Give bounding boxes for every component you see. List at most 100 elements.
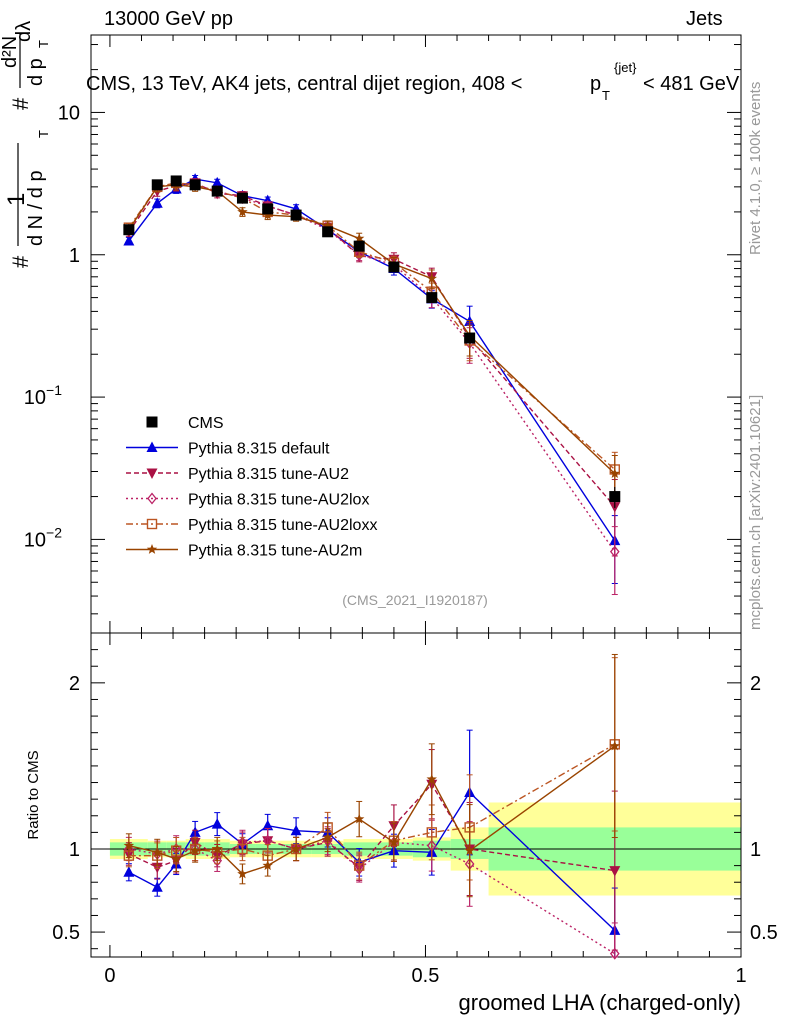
ratio-y-axis-label: Ratio to CMS [25, 750, 42, 839]
ratio-point-pythia-8-315-tune-au2 [609, 866, 621, 877]
legend-marker-pythia-8-315-tune-au2m [146, 544, 158, 554]
ratio-y-tick-label: 2 [69, 673, 80, 695]
data-point-pythia-8-315-tune-au2m [262, 209, 273, 220]
ratio-y-tick-label: 1 [69, 839, 80, 861]
ratio-point-pythia-8-315-default [151, 881, 163, 892]
data-point-cms [388, 261, 400, 273]
ratio-point-pythia-8-315-tune-au2m [123, 840, 135, 851]
ratio-point-pythia-8-315-tune-au2lox [212, 854, 223, 867]
data-point-cms [262, 203, 274, 215]
data-point-pythia-8-315-tune-au2lox [609, 545, 620, 558]
ratio-point-pythia-8-315-tune-au2loxx [354, 860, 365, 871]
data-point-pythia-8-315-tune-au2m [322, 220, 333, 231]
data-point-pythia-8-315-tune-au2m [609, 468, 620, 478]
x-tick-label: 0 [104, 965, 115, 987]
ratio-point-pythia-8-315-default [211, 818, 223, 829]
ratio-y-tick-label-right: 1 [750, 839, 761, 861]
ratio-point-pythia-8-315-tune-au2m [189, 845, 201, 856]
legend-marker-pythia-8-315-tune-au2loxx [146, 518, 158, 530]
ratio-line-pythia-8-315-tune-au2lox [128, 839, 616, 955]
ratio-frame [90, 632, 742, 958]
data-point-pythia-8-315-default [211, 176, 223, 188]
data-point-cms [290, 209, 302, 221]
y-label-d2n: d²N [0, 36, 21, 68]
data-point-cms [464, 332, 476, 344]
ratio-line-pythia-8-315-tune-au2 [128, 783, 615, 872]
rivet-version-label: Rivet 4.1.0, ≥ 100k events [747, 81, 764, 255]
ratio-y-tick-label-right: 2 [750, 673, 761, 695]
x-axis-label: groomed LHA (charged-only) [459, 990, 741, 1015]
y-tick-label: 1 [69, 245, 80, 267]
x-tick-label: 1 [735, 965, 746, 987]
y-tick-label: 10−2 [24, 524, 62, 551]
chart-title-p: p [590, 73, 601, 95]
legend-label-pythia-8-315-tune-au2m: Pythia 8.315 tune-AU2m [188, 543, 362, 560]
legend-marker-pythia-8-315-default [146, 441, 158, 452]
ratio-point-pythia-8-315-tune-au2loxx [426, 827, 437, 838]
y-label-hash: # [8, 255, 33, 268]
ratio-point-pythia-8-315-tune-au2lox [609, 947, 620, 960]
legend-label-pythia-8-315-tune-au2lox: Pythia 8.315 tune-AU2lox [188, 492, 369, 509]
ratio-point-pythia-8-315-default [123, 866, 135, 877]
ratio-point-pythia-8-315-tune-au2m [388, 836, 400, 847]
legend-marker-cms [146, 416, 158, 428]
legend-label-pythia-8-315-tune-au2loxx: Pythia 8.315 tune-AU2loxx [188, 517, 377, 534]
ratio-point-pythia-8-315-tune-au2m [171, 853, 182, 864]
data-point-cms [353, 240, 365, 252]
series-line-pythia-8-315-tune-au2 [128, 182, 616, 508]
y-label-dp: d p [25, 58, 47, 86]
analysis-watermark: (CMS_2021_I1920187) [342, 592, 488, 608]
chart-title-subscript: T [602, 88, 610, 103]
y-label-one: 1 [3, 193, 30, 206]
ratio-point-pythia-8-315-tune-au2m [354, 813, 365, 824]
y-tick-label: 10 [58, 102, 80, 124]
data-point-cms [123, 224, 135, 236]
ratio-point-pythia-8-315-tune-au2m [609, 740, 620, 751]
ratio-y-tick-label: 0.5 [52, 922, 80, 944]
data-point-cms [211, 185, 223, 197]
chart-title: CMS, 13 TeV, AK4 jets, central dijet reg… [86, 73, 522, 95]
ratio-point-pythia-8-315-tune-au2m [212, 843, 223, 854]
ratio-point-pythia-8-315-default [290, 824, 302, 836]
ratio-point-pythia-8-315-tune-au2loxx [237, 843, 248, 855]
ratio-point-pythia-8-315-tune-au2m [262, 860, 273, 871]
legend-marker-pythia-8-315-tune-au2lox [147, 492, 157, 505]
data-point-pythia-8-315-tune-au2m [237, 206, 248, 217]
y-label-dlambda: dλ [13, 21, 35, 42]
y-label-t: T [36, 130, 51, 138]
ratio-point-pythia-8-315-tune-au2m [290, 843, 302, 854]
data-point-pythia-8-315-default [151, 197, 163, 208]
chart-title-superscript: {jet} [614, 60, 637, 75]
x-tick-label: 0.5 [412, 965, 440, 987]
header-process: 13000 GeV pp [104, 8, 233, 30]
y-label-t-2: T [36, 40, 51, 48]
ratio-line-pythia-8-315-tune-au2loxx [128, 743, 616, 867]
series-line-pythia-8-315-default [128, 178, 616, 542]
series-line-pythia-8-315-tune-au2loxx [128, 182, 616, 471]
ratio-point-pythia-8-315-tune-au2m [152, 846, 163, 857]
ratio-point-pythia-8-315-tune-au2m [237, 868, 248, 879]
data-point-cms [189, 179, 201, 191]
legend-marker-pythia-8-315-tune-au2 [146, 468, 158, 479]
header-category: Jets [686, 8, 723, 30]
ratio-point-pythia-8-315-tune-au2m [464, 845, 475, 856]
data-point-cms [322, 226, 334, 238]
data-point-cms [236, 192, 248, 204]
ratio-y-tick-label-right: 0.5 [750, 922, 778, 944]
data-point-cms [609, 491, 621, 503]
y-label-dn-dpt: d N / d p [25, 170, 47, 246]
data-point-cms [170, 175, 182, 187]
legend-label-pythia-8-315-default: Pythia 8.315 default [188, 441, 330, 458]
data-point-cms [426, 292, 438, 304]
ratio-point-pythia-8-315-tune-au2m [322, 831, 333, 842]
chart-title-tail: < 481 GeV [643, 73, 740, 95]
ratio-point-pythia-8-315-default [262, 819, 274, 831]
legend-label-pythia-8-315-tune-au2: Pythia 8.315 tune-AU2 [188, 466, 349, 483]
y-label-hash-2: # [8, 97, 33, 110]
data-point-cms [151, 179, 163, 191]
ratio-point-pythia-8-315-tune-au2m [426, 773, 437, 784]
data-point-pythia-8-315-tune-au2m [426, 273, 437, 283]
y-tick-label: 10−1 [24, 382, 62, 409]
data-point-pythia-8-315-tune-au2m [354, 233, 365, 243]
